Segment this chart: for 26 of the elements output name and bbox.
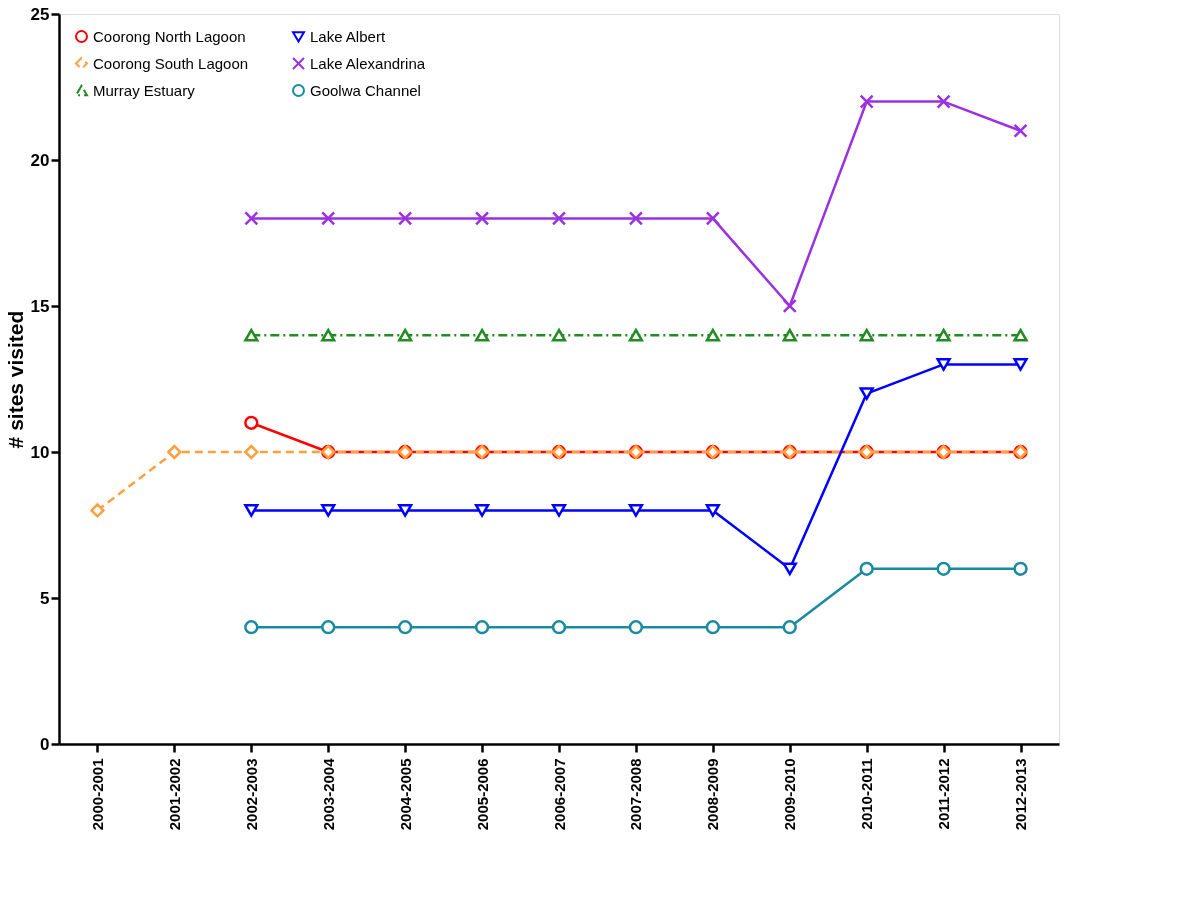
y-tick-label: 5 xyxy=(40,588,50,608)
x-tick-label: 2010-2011 xyxy=(858,758,876,830)
legend-label: Coorong South Lagoon xyxy=(93,54,249,72)
x-tick-label: 2000-2001 xyxy=(88,758,106,831)
y-tick-label: 10 xyxy=(30,442,50,462)
x-tick-label: 2007-2008 xyxy=(627,758,645,831)
y-tick-label: 15 xyxy=(30,296,50,316)
y-tick-label: 25 xyxy=(30,4,50,24)
y-tick-label: 0 xyxy=(40,734,50,754)
legend-label: Coorong North Lagoon xyxy=(93,27,246,45)
x-tick-label: 2001-2002 xyxy=(165,758,183,831)
y-tick-label: 20 xyxy=(30,150,50,170)
legend-label: Lake Albert xyxy=(310,27,386,45)
x-tick-label: 2012-2013 xyxy=(1012,758,1030,831)
x-tick-label: 2003-2004 xyxy=(319,757,337,831)
x-tick-label: 2004-2005 xyxy=(396,758,414,831)
legend-label: Murray Estuary xyxy=(93,81,196,99)
y-axis-title: # sites visited xyxy=(3,310,27,449)
x-tick-label: 2005-2006 xyxy=(473,758,491,831)
x-tick-label: 2008-2009 xyxy=(704,758,722,831)
legend-label: Goolwa Channel xyxy=(310,81,421,99)
x-tick-label: 2002-2003 xyxy=(242,758,260,831)
x-tick-label: 2009-2010 xyxy=(781,758,799,831)
x-tick-label: 2006-2007 xyxy=(550,758,568,831)
x-tick-label: 2011-2012 xyxy=(935,758,953,830)
legend-label: Lake Alexandrina xyxy=(310,54,426,72)
